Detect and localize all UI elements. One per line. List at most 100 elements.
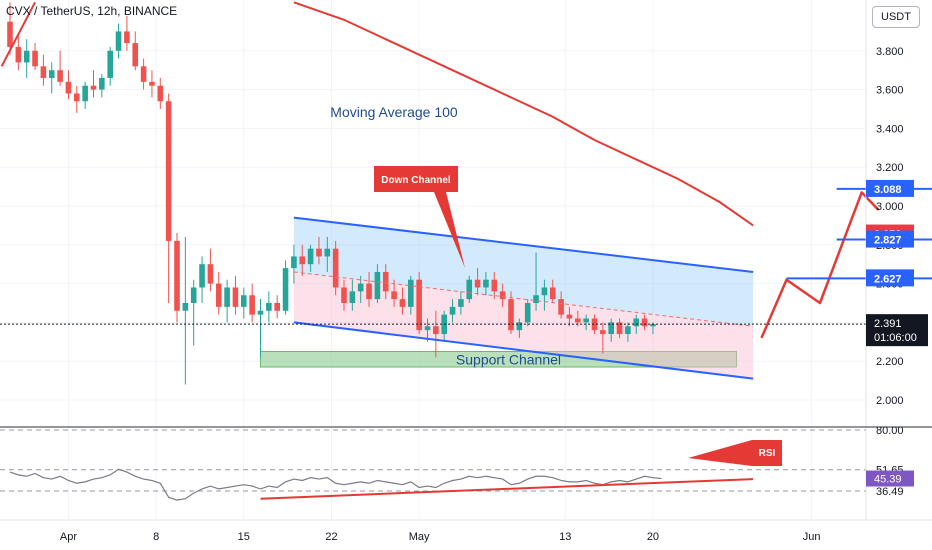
rsi-line [9,468,662,501]
y-tick-label: 3.800 [876,46,904,58]
down-channel-callout [374,166,465,268]
rsi-label: RSI [759,448,776,459]
moving-average-line-left [0,1,36,67]
x-tick-label: Jun [803,531,821,543]
candle-body [549,287,556,300]
candle-body [241,295,247,307]
candle-body [132,43,139,67]
candle-body [257,310,264,315]
candle-body [391,291,397,300]
candle-body [140,66,147,82]
channel-mid-line [293,271,754,327]
x-tick-label: Apr [60,531,77,543]
current-price-text: 2.391 [874,318,902,330]
price-label-text: 2.627 [874,273,902,285]
candle-body [357,283,364,292]
projection-path [760,191,880,339]
countdown-text: 01:06:00 [874,332,917,344]
candle-body [182,303,189,311]
price-label-box [866,269,914,287]
candle-body [332,248,339,288]
candle-body [382,271,389,292]
candle-body [641,318,648,327]
candle-body [232,287,239,307]
candle-body [508,299,514,331]
candle-body [199,264,205,288]
candle-body [399,299,406,307]
candle-body [215,283,222,307]
candle-body [149,81,155,86]
candle-body [266,303,272,311]
candle-body [82,85,88,102]
symbol-header[interactable]: CVX / TetherUS, 12h, BINANCE [6,4,178,18]
candle-body [99,77,105,90]
y-tick-label: 2.200 [876,356,904,368]
rsi-current-text: 45.39 [874,474,902,486]
candle-body [449,306,456,315]
candle-body [366,283,372,300]
down-channel-label: Down Channel [381,175,451,186]
drawing-layer: Support Channel [260,217,754,379]
candle-body [483,279,489,288]
currency-button[interactable]: USDT [872,6,920,28]
candle-body [433,326,439,335]
candle-body [32,50,38,67]
price-label-box [866,230,914,248]
candle-body [190,287,197,303]
support-channel-label: Support Channel [456,351,561,367]
candle-body [533,295,539,303]
candle-body [324,248,331,257]
candle-body [591,318,598,331]
candle-body [165,101,172,241]
candle-body [408,279,414,307]
candle-body [374,271,381,300]
candle-body [7,21,13,47]
candle-body [474,279,481,288]
candle-body [616,322,623,335]
x-tick-label: 8 [153,531,159,543]
candle-body [575,318,581,323]
y-tick-label: 2.000 [876,395,904,407]
current-price-box [866,314,928,347]
candle-body [90,85,97,90]
moving-average-line [293,1,754,227]
candle-body [40,66,47,78]
candle-body [274,303,280,311]
candle-body [157,85,164,102]
candle-body [224,287,230,307]
rsi-tick-label: 80.00 [876,425,904,437]
rsi-pane: RSI [9,440,782,501]
candle-body [458,299,464,307]
candle-body [48,70,55,78]
candle-body [466,279,473,300]
candle-body [282,268,289,311]
candle-body [566,314,573,319]
candle-body [600,330,606,335]
candle-body [23,50,30,63]
candle-body [608,322,614,335]
price-label-text: 3.088 [874,184,902,196]
x-tick-label: 13 [559,531,571,543]
candle-body [115,31,122,51]
candle-body [249,295,255,315]
candle-body [57,70,63,82]
rsi-trendline [260,478,754,500]
rsi-current-box [866,470,914,487]
candle-body [299,256,306,265]
candle-body [491,279,498,292]
channel-upper-line [293,216,754,273]
channel-upper-fill [293,217,754,327]
candle-body [307,248,314,265]
x-tick-label: 20 [647,531,659,543]
price-label-text: 2.827 [874,235,902,247]
candle-body [349,291,356,303]
support-channel-zone [260,351,737,368]
candle-body [291,256,297,269]
candle-body [499,291,506,300]
candle-body [15,46,22,63]
candle-body [74,93,80,102]
rsi-tick-label: 36.49 [876,486,904,498]
candle-body [625,326,631,335]
